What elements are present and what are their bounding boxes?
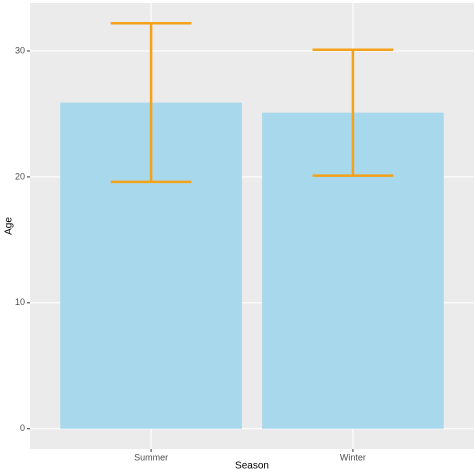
y-axis-title: Age	[4, 217, 15, 235]
y-tick-label: 10	[15, 297, 25, 307]
y-tick-label: 20	[15, 171, 25, 181]
x-tick-label: Summer	[134, 452, 168, 462]
error-bar	[312, 48, 394, 177]
x-axis-title: Season	[235, 461, 269, 472]
y-tick-label: 0	[20, 423, 25, 433]
y-tick-label: 30	[15, 45, 25, 55]
error-bar	[110, 22, 192, 184]
x-tick-label: Winter	[340, 452, 366, 462]
